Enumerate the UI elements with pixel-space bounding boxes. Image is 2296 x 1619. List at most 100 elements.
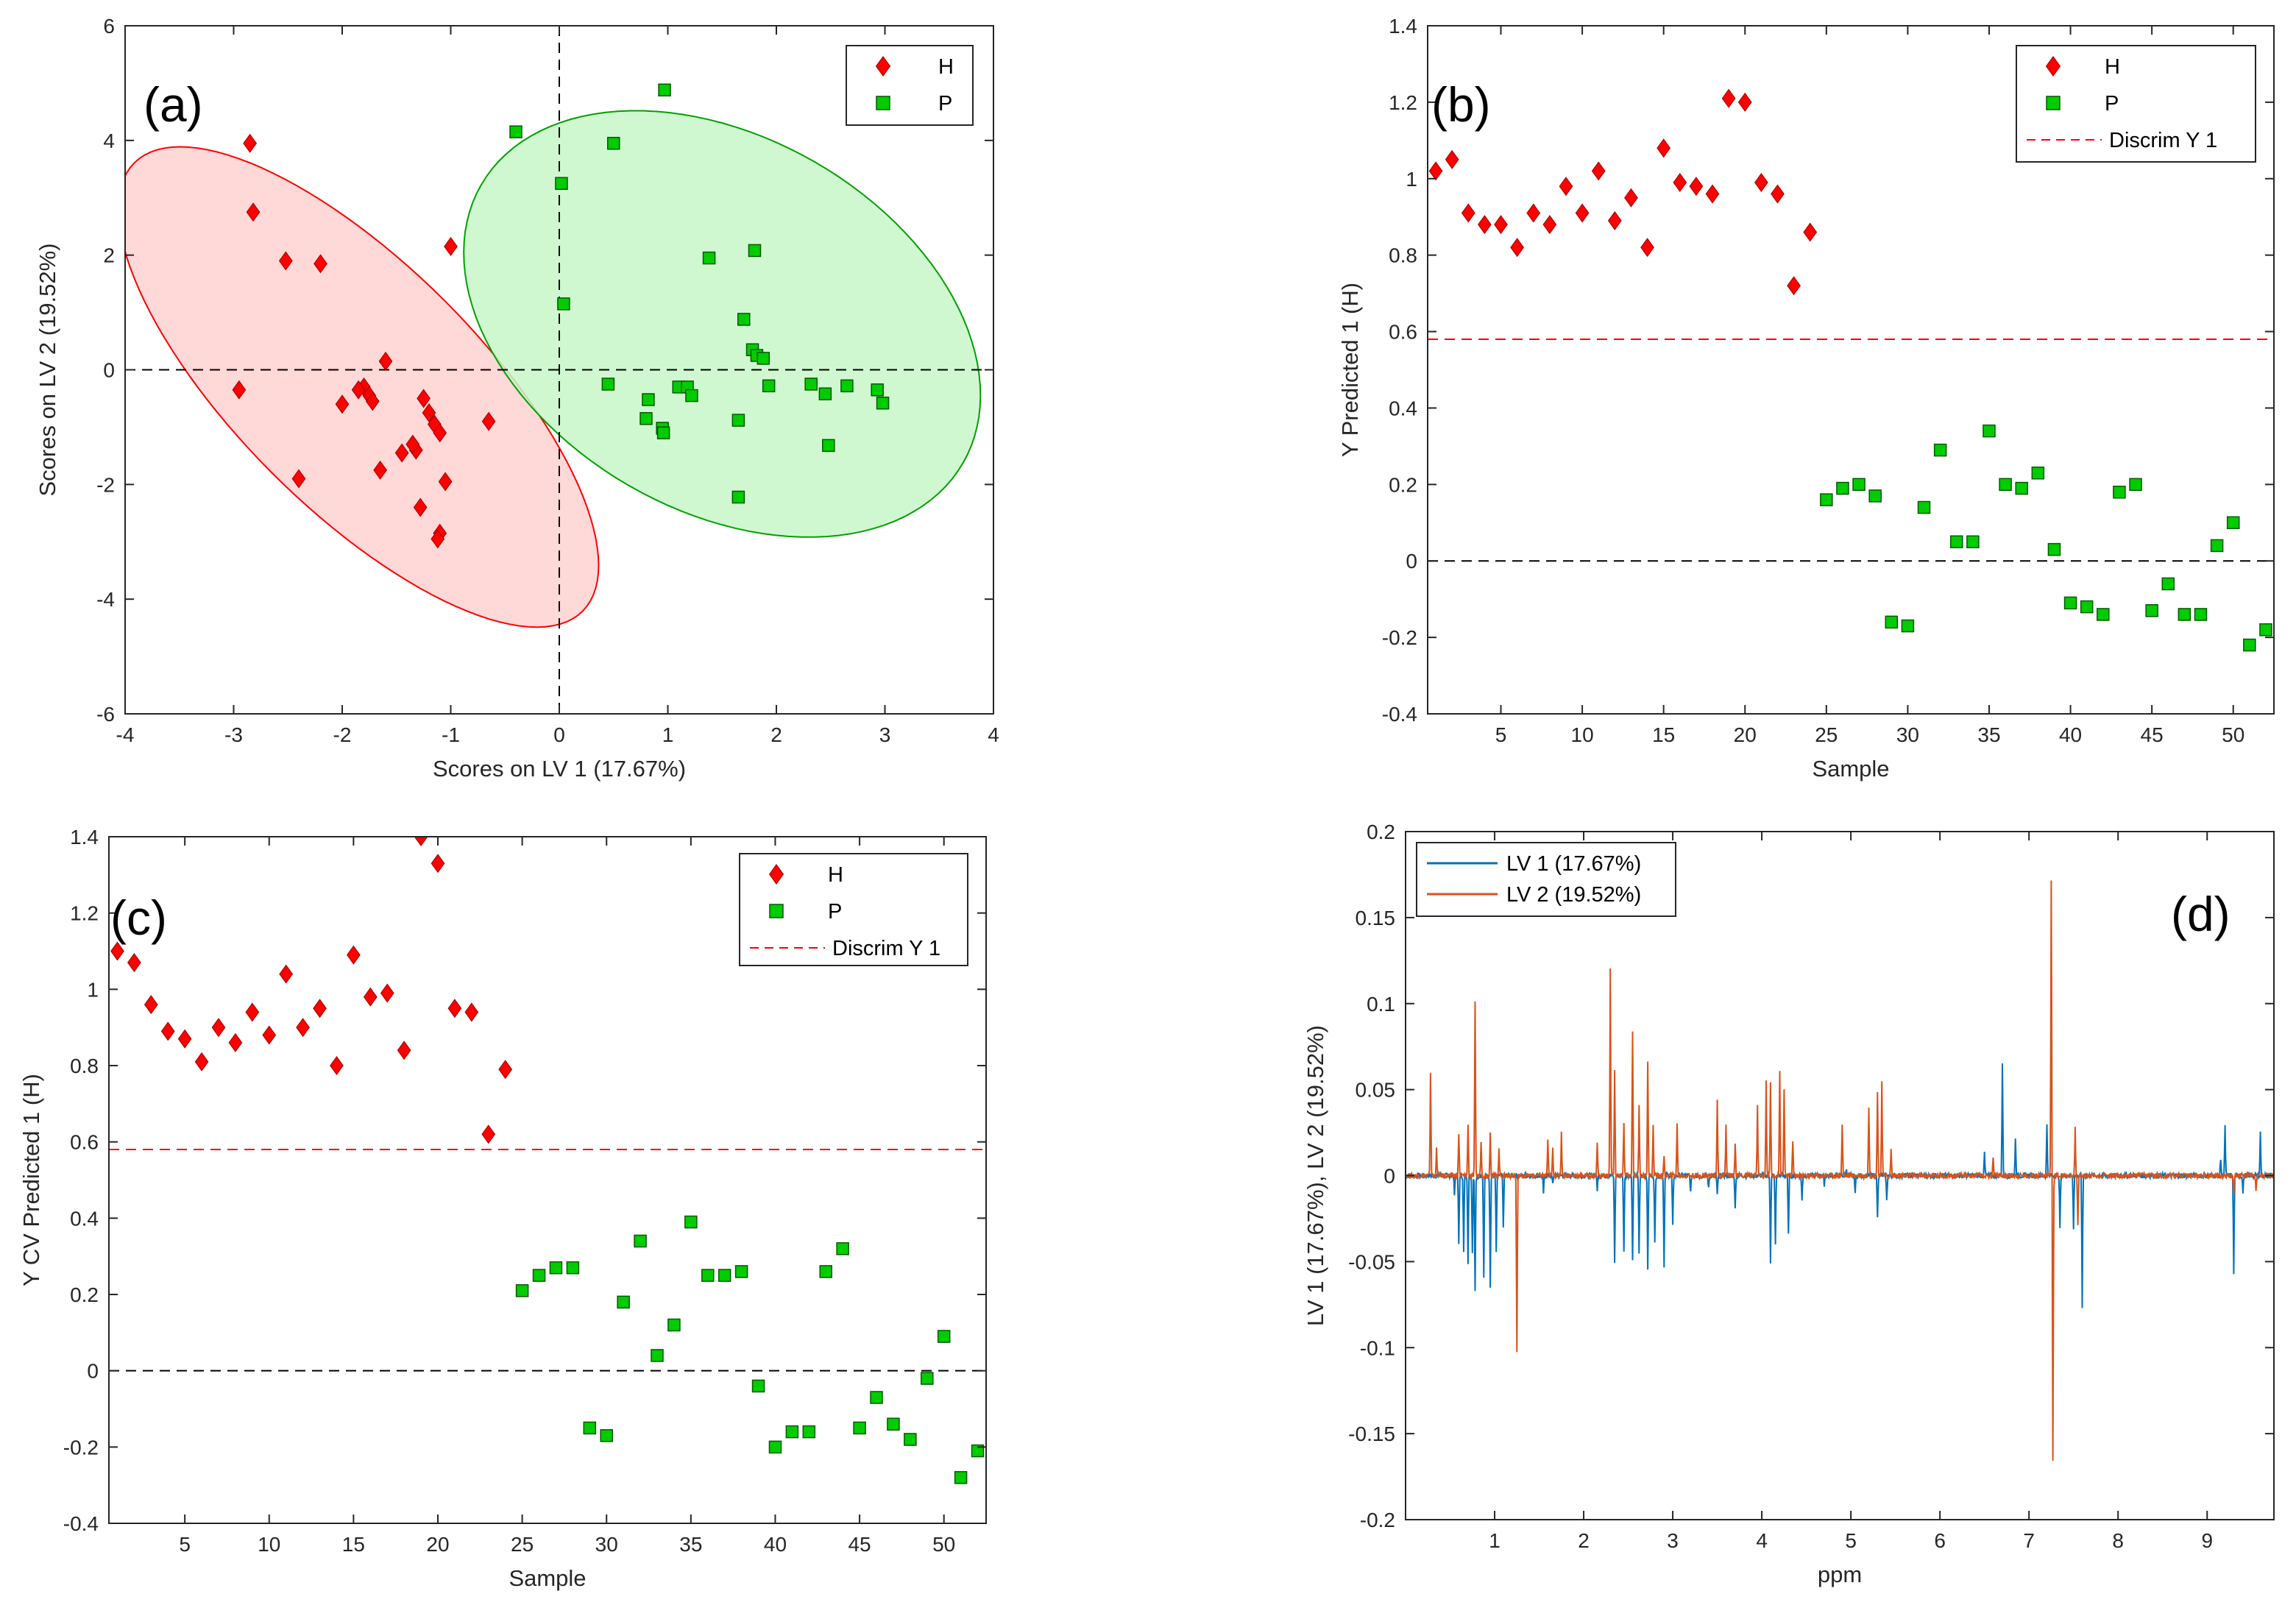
x-tick-label: 3: [879, 723, 891, 746]
x-tick-label: -4: [116, 723, 135, 746]
point-P: [651, 1349, 664, 1362]
point-P: [555, 177, 568, 191]
point-H: [194, 1052, 209, 1071]
point-P: [871, 383, 884, 397]
panel-label-a: (a): [144, 77, 203, 132]
x-tick-label: 25: [1815, 723, 1838, 746]
legend-label: Discrim Y 1: [832, 937, 940, 960]
point-P: [2243, 638, 2256, 652]
legend-label: P: [828, 900, 842, 924]
x-tick-label: 45: [2141, 723, 2164, 746]
panel-label-c: (c): [110, 890, 167, 945]
y-axis-label-d: LV 1 (17.67%), LV 2 (19.52%): [1303, 1025, 1328, 1326]
legend-b: HP Discrim Y 1: [2016, 45, 2256, 163]
point-H: [363, 987, 378, 1007]
point-P: [734, 1265, 748, 1278]
point-P: [904, 1433, 917, 1446]
point-H: [405, 434, 420, 454]
y-axis-label-c: Y CV Predicted 1 (H): [18, 1074, 44, 1286]
point-H: [394, 443, 409, 463]
point-H: [313, 254, 327, 274]
point-H: [1542, 215, 1557, 235]
point-P: [1820, 493, 1833, 506]
y-tick-label: 1.4: [1389, 15, 1417, 38]
point-H: [1559, 177, 1573, 196]
point-P: [2194, 608, 2208, 621]
point-H: [1510, 238, 1525, 258]
x-tick-label: 15: [342, 1533, 365, 1556]
y-tick-label: 0.6: [70, 1131, 99, 1154]
point-P: [702, 251, 716, 265]
point-P: [768, 1440, 782, 1454]
y-tick-label: 1.2: [70, 902, 99, 925]
point-H: [278, 251, 293, 271]
plot-content-d: [1406, 880, 2274, 1461]
point-P: [2015, 481, 2028, 495]
point-P: [701, 1269, 715, 1282]
point-P: [685, 389, 698, 403]
point-P: [921, 1372, 934, 1385]
point-P: [639, 411, 653, 425]
point-H: [365, 392, 380, 411]
point-H: [414, 837, 428, 847]
x-axis-label-b: Sample: [1812, 756, 1889, 782]
point-H: [351, 380, 366, 400]
y-tick-label: -0.15: [1348, 1423, 1395, 1445]
point-P: [840, 379, 854, 393]
point-P: [600, 1429, 613, 1442]
x-axis-label-a: Scores on LV 1 (17.67%): [433, 756, 686, 782]
point-P: [818, 387, 832, 400]
legend-diamond-marker: [875, 55, 891, 77]
x-tick-label: 5: [179, 1533, 191, 1556]
point-H: [1607, 210, 1622, 230]
point-P: [2063, 596, 2077, 610]
y-tick-label: 1: [1406, 168, 1417, 191]
y-tick-label: 0: [1383, 1165, 1395, 1188]
point-H: [211, 1018, 226, 1038]
point-P: [1868, 489, 1882, 503]
panel-c: 5 10 15 20 25 30 35 40 45 50 -0.4 -0.2 0 0.2 0.4 0.6 0.8…: [18, 826, 987, 1591]
point-P: [1950, 535, 1963, 548]
x-tick-label: 5: [1845, 1529, 1857, 1552]
point-P: [583, 1421, 597, 1435]
y-tick-label: 1.2: [1389, 91, 1417, 114]
x-tick-label: 35: [1977, 723, 2000, 746]
point-H: [1494, 215, 1508, 235]
point-P: [876, 396, 890, 410]
y-tick-label: -0.05: [1348, 1250, 1395, 1273]
y-tick-label: 0: [103, 359, 115, 382]
point-H: [1575, 203, 1590, 223]
x-tick-label: 5: [1495, 723, 1507, 746]
point-P: [822, 439, 835, 453]
point-P: [634, 1234, 647, 1248]
point-H: [144, 995, 158, 1015]
point-H: [1754, 172, 1768, 192]
legend-a: HP: [846, 45, 974, 126]
y-tick-label: -0.2: [1360, 1509, 1395, 1531]
legend-label: Discrim Y 1: [2109, 129, 2217, 152]
y-axis-label-a: Scores on LV 2 (19.52%): [35, 243, 60, 496]
point-H: [110, 941, 124, 961]
legend-square-marker: [2046, 96, 2061, 110]
point-P: [751, 1379, 765, 1393]
y-tick-label: 4: [103, 130, 115, 152]
point-P: [737, 313, 751, 326]
point-P: [549, 1261, 563, 1275]
x-tick-label: 9: [2201, 1529, 2213, 1552]
x-tick-label: 0: [553, 723, 565, 746]
x-tick-label: 25: [511, 1533, 534, 1556]
point-H: [246, 202, 261, 222]
x-tick-label: 20: [1734, 723, 1757, 746]
y-tick-label: -0.4: [63, 1512, 99, 1535]
point-H: [438, 472, 453, 492]
x-tick-label: 40: [764, 1533, 787, 1556]
point-H: [1640, 238, 1654, 258]
x-tick-label: 2: [1578, 1529, 1590, 1552]
y-tick-label: 0.1: [1367, 993, 1395, 1016]
point-H: [431, 529, 445, 549]
point-P: [2080, 600, 2094, 614]
series-H: [232, 133, 496, 549]
x-ticks-b: 5 10 15 20 25 30 35 40 45 50: [1495, 26, 2244, 746]
point-P: [870, 1391, 883, 1404]
